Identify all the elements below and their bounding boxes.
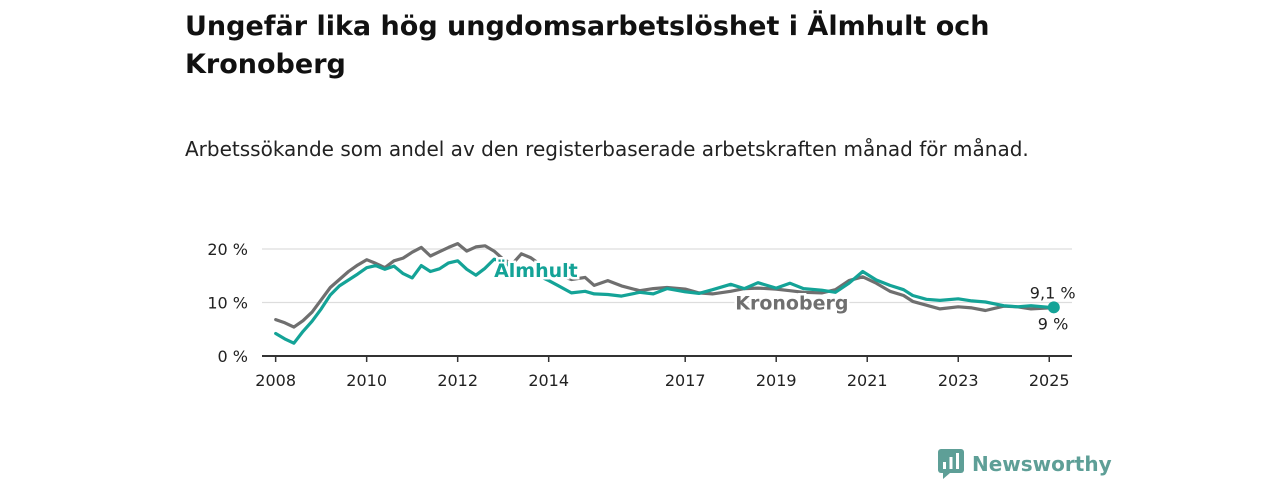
x-tick-label: 2010 bbox=[346, 371, 387, 390]
x-tick-label: 2012 bbox=[437, 371, 478, 390]
grid-lines bbox=[262, 248, 1072, 357]
end-point-marker bbox=[1047, 301, 1060, 314]
x-tick-label: 2014 bbox=[528, 371, 569, 390]
series-line-kronoberg bbox=[274, 242, 1056, 329]
series-labels: 9,1 % 9 % Älmhult Kronoberg bbox=[492, 255, 1076, 333]
series-lines bbox=[274, 242, 1060, 345]
y-tick-label: 10 % bbox=[207, 294, 248, 313]
x-tick-label: 2025 bbox=[1029, 371, 1070, 390]
chart-subtitle: Arbetssökande som andel av den registerb… bbox=[185, 137, 1029, 161]
x-tick-label: 2019 bbox=[756, 371, 797, 390]
newsworthy-bar-chart-icon bbox=[938, 449, 964, 479]
x-tick-label: 2017 bbox=[665, 371, 706, 390]
y-tick-label: 0 % bbox=[218, 347, 248, 366]
x-tick-label: 2008 bbox=[255, 371, 296, 390]
brand-name: Newsworthy bbox=[972, 452, 1112, 476]
line-chart: 0 % 10 % 20 % 2008 2010 2012 2014 2017 2019 2021… bbox=[207, 240, 1076, 390]
end-label-kronoberg: 9 % bbox=[1038, 314, 1068, 333]
chart-title: Ungefär lika hög ungdomsarbetslöshet i Ä… bbox=[185, 11, 990, 80]
y-axis-ticks: 0 % 10 % 20 % bbox=[207, 240, 248, 366]
series-label-almhult: Älmhult bbox=[494, 258, 578, 282]
x-tick-label: 2021 bbox=[847, 371, 888, 390]
x-axis-ticks: 2008 2010 2012 2014 2017 2019 2021 2023 2025 bbox=[255, 356, 1070, 390]
x-tick-label: 2023 bbox=[938, 371, 979, 390]
newsworthy-logo: Newsworthy bbox=[938, 448, 1112, 480]
y-tick-label: 20 % bbox=[207, 240, 248, 259]
end-label-almhult: 9,1 % bbox=[1030, 283, 1076, 302]
series-line-almhult bbox=[274, 257, 1056, 345]
series-label-kronoberg: Kronoberg bbox=[735, 293, 848, 315]
